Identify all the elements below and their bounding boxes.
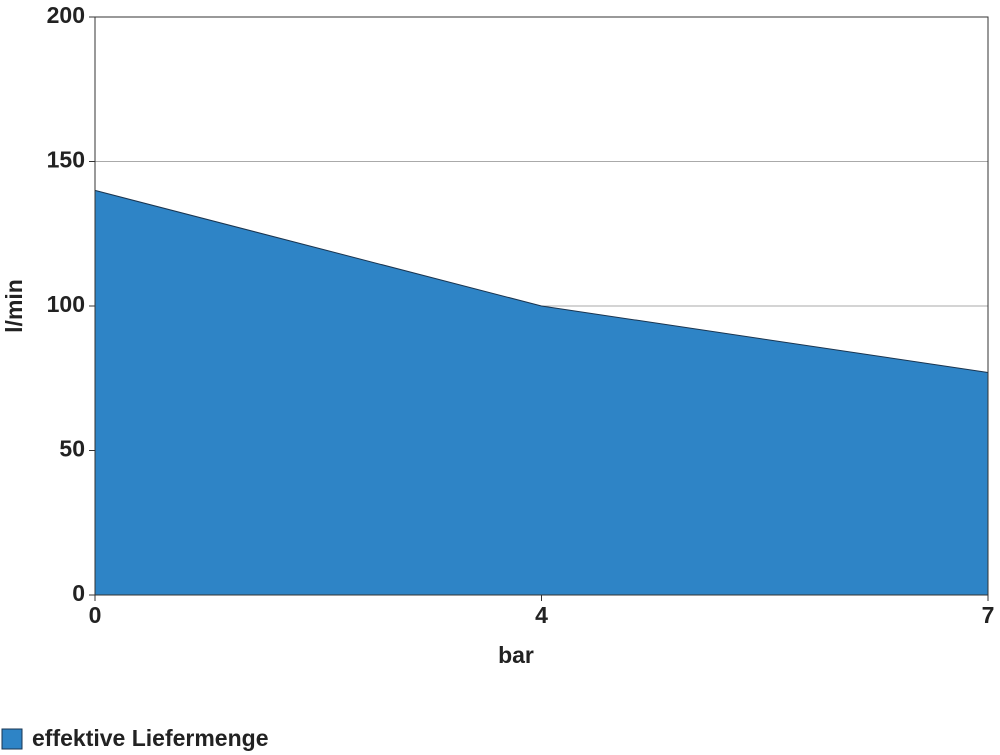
x-axis-label: bar xyxy=(498,642,534,668)
area xyxy=(95,190,988,595)
y-axis-label: l/min xyxy=(1,279,27,333)
y-tick-label: 100 xyxy=(47,291,85,317)
area-outline xyxy=(94,189,989,373)
legend-label: effektive Liefermenge xyxy=(32,725,268,751)
x-tick-label: 7 xyxy=(982,602,995,628)
x-tick-label: 0 xyxy=(89,602,102,628)
y-tick-label: 150 xyxy=(47,147,85,173)
y-tick-label: 200 xyxy=(47,2,85,28)
y-tick-label: 0 xyxy=(72,580,85,606)
x-tick-label: 4 xyxy=(535,602,548,628)
legend-swatch xyxy=(1,728,23,750)
y-tick-label: 50 xyxy=(59,436,85,462)
